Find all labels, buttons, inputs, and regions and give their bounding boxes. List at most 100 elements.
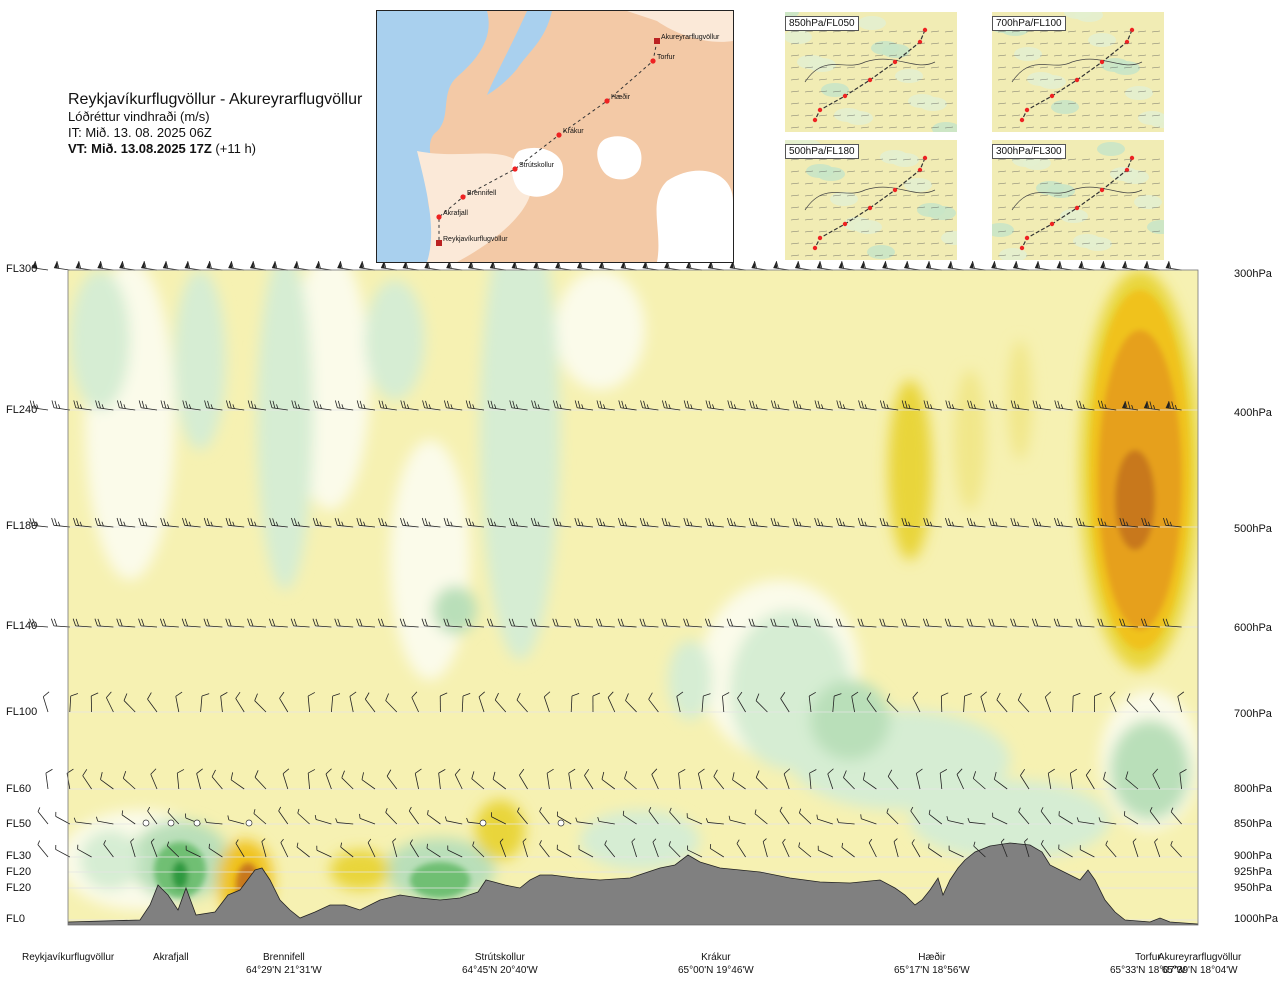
mini-map-barb	[1137, 54, 1147, 57]
mini-map-barb	[944, 170, 954, 173]
mini-map-barb	[1067, 30, 1077, 33]
mini-map-barb	[1081, 230, 1091, 233]
wind-barb	[530, 618, 550, 628]
mini-map-barb	[1025, 42, 1035, 45]
mini-map-barb	[1095, 54, 1105, 57]
wind-barb	[196, 768, 203, 790]
wind-barb	[988, 400, 1008, 411]
wind-barb	[751, 261, 768, 271]
wind-barb	[269, 400, 288, 411]
mini-map-barb	[888, 230, 898, 233]
wind-barb	[1125, 771, 1139, 790]
waypoint-marker	[460, 194, 466, 200]
mini-map-barb	[790, 218, 800, 221]
wind-barb	[359, 813, 376, 825]
wind-barb	[1097, 400, 1117, 411]
mini-map-barb	[1095, 158, 1105, 161]
wind-barb	[465, 618, 485, 628]
waypoint-coord: 65°00'N 19°46'W	[678, 965, 754, 976]
wind-barb	[421, 517, 441, 528]
mini-map-waypoint	[842, 221, 848, 227]
mini-map-barb	[1109, 182, 1119, 185]
wind-barb	[857, 517, 877, 528]
wind-barb	[312, 618, 332, 628]
mini-map-barb	[804, 102, 814, 105]
mini-map-coastline	[1011, 58, 1143, 83]
wind-barb	[661, 400, 681, 411]
mini-map-barb	[846, 102, 856, 105]
mini-map-barb	[1025, 102, 1035, 105]
level-map-300: 300hPa/FL300	[992, 140, 1164, 260]
wind-barb	[293, 261, 310, 271]
wind-barb	[509, 517, 528, 528]
mini-map-barb	[916, 218, 926, 221]
mini-map-barb	[1053, 30, 1063, 33]
level-map-300-label: 300hPa/FL300	[992, 144, 1066, 159]
mini-map-barb	[902, 182, 912, 185]
mini-map-barb	[846, 242, 856, 245]
wind-barb	[314, 815, 332, 825]
mini-map-barb	[1067, 90, 1077, 93]
mini-map-barb	[1109, 254, 1119, 257]
mini-map-barb	[902, 158, 912, 161]
mini-map-barb	[888, 254, 898, 257]
mini-map-barb	[1011, 242, 1021, 245]
wind-barb	[50, 618, 70, 628]
mini-map-barb	[832, 170, 842, 173]
mini-map-barb	[997, 30, 1007, 33]
mini-map-barb	[846, 158, 856, 161]
downdraft-area	[1110, 720, 1190, 820]
mini-map-barb	[1095, 206, 1105, 209]
wind-barb	[1103, 771, 1117, 790]
field-core-layer	[154, 290, 1190, 907]
wind-barb	[185, 845, 201, 858]
mini-map-barb	[790, 254, 800, 257]
mini-map-barb	[804, 126, 814, 129]
mini-map-barb	[1137, 114, 1147, 117]
mini-map-barb	[846, 218, 856, 221]
wind-barb	[552, 618, 572, 628]
mini-map-barb	[1011, 158, 1021, 161]
mini-map-barb	[916, 230, 926, 233]
mini-map-barb	[832, 182, 842, 185]
wind-barb	[814, 517, 833, 528]
wind-barb	[487, 517, 506, 528]
wind-barb	[269, 517, 288, 528]
mini-map-barb	[997, 194, 1007, 197]
mini-map-barb	[1151, 126, 1161, 129]
mini-map-barb	[1151, 158, 1161, 161]
wind-barb	[516, 692, 528, 713]
mini-map-barb	[1109, 206, 1119, 209]
wind-barb	[901, 517, 921, 528]
wind-barb	[779, 806, 790, 825]
wind-barb	[1165, 401, 1182, 411]
mini-map-barb	[846, 194, 856, 197]
mini-map-barb	[1039, 170, 1049, 173]
mini-map-barb	[997, 42, 1007, 45]
mini-map-barb	[930, 194, 940, 197]
mini-map-field	[1051, 100, 1079, 114]
mini-map-barb	[790, 78, 800, 81]
wind-barb	[886, 693, 899, 713]
mini-map-field	[941, 231, 957, 245]
wind-barb	[116, 400, 136, 411]
mini-map-barb	[818, 182, 828, 185]
wind-barb	[385, 808, 398, 825]
mini-map-barb	[1109, 30, 1119, 33]
mini-map-barb	[888, 218, 898, 221]
wind-barb	[519, 768, 528, 790]
downdraft-area	[668, 640, 712, 720]
wind-barb	[946, 816, 964, 825]
wind-barb	[96, 816, 114, 825]
mini-map-barb	[888, 90, 898, 93]
mini-map-barb	[888, 182, 898, 185]
wind-barb	[443, 400, 463, 411]
mini-map-barb	[902, 194, 912, 197]
wind-barb	[392, 838, 398, 858]
wind-barb	[770, 618, 790, 628]
mini-map-barb	[1081, 254, 1091, 257]
mini-map-barb	[1151, 42, 1161, 45]
mini-map-barb	[860, 206, 870, 209]
hpa-tick-label: 400hPa	[1234, 407, 1272, 419]
wind-barb	[770, 517, 790, 528]
